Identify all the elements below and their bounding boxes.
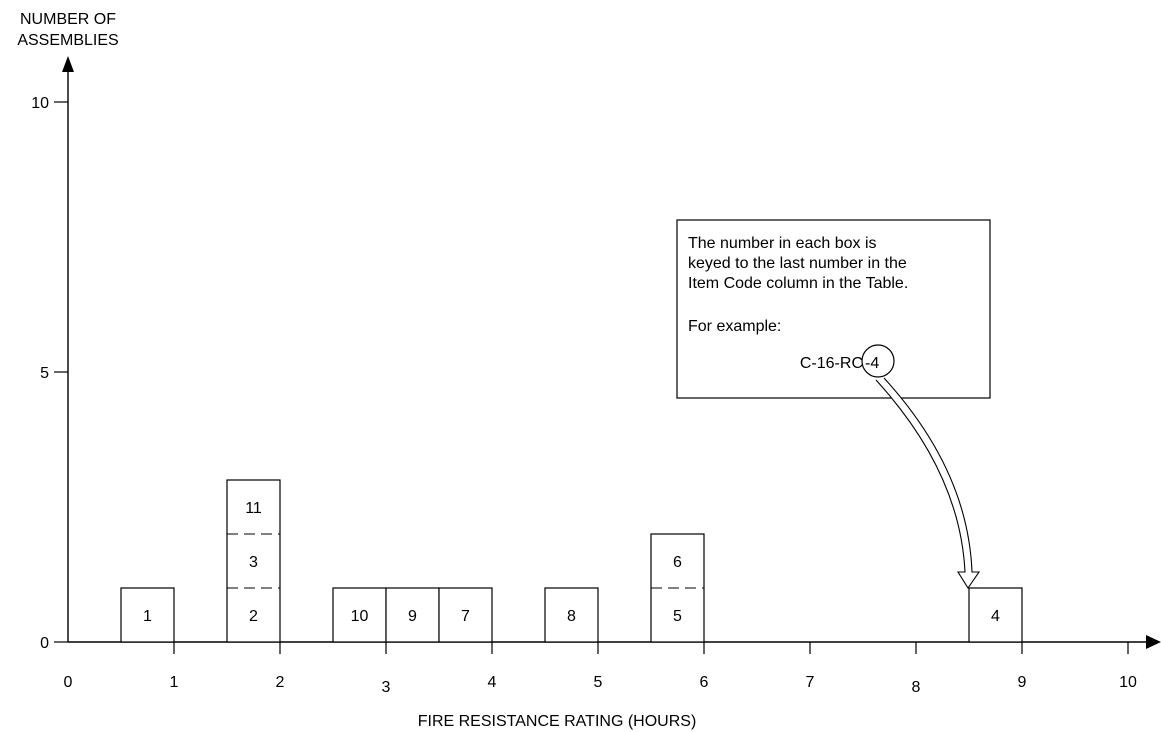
annotation-line-2: keyed to the last number in the xyxy=(688,255,907,272)
bar-item-label: 11 xyxy=(245,500,262,517)
annotation-line-1: The number in each box is xyxy=(688,235,877,252)
bar-item-label: 10 xyxy=(351,608,369,625)
x-axis-arrowhead xyxy=(1146,635,1161,649)
x-tick-label: 4 xyxy=(488,674,497,691)
annotation-line-3: Item Code column in the Table. xyxy=(688,275,908,292)
bar-stack xyxy=(120,587,175,643)
annotation-example-suffix: -4 xyxy=(865,355,879,372)
annotation-example-circle xyxy=(861,344,895,378)
y-axis-title-line-1: NUMBER OF xyxy=(20,11,116,28)
bar-stack xyxy=(226,479,281,643)
bar-stacks: 1 2 3 11 10 9 7 8 5 6 4 xyxy=(120,479,1023,643)
x-tick-label: 8 xyxy=(912,679,921,696)
bar-item-label: 6 xyxy=(673,554,682,571)
x-tick-label: 6 xyxy=(700,674,709,691)
x-ticks: 0 1 2 3 4 5 6 7 8 9 10 xyxy=(64,642,1137,696)
x-tick-label: 1 xyxy=(170,674,179,691)
annotation: The number in each box is keyed to the l… xyxy=(676,219,991,590)
x-tick-label: 7 xyxy=(806,674,815,691)
bar-item-label: 2 xyxy=(249,608,258,625)
bar-stack xyxy=(438,587,493,643)
x-tick-label: 2 xyxy=(276,674,285,691)
x-axis-title: FIRE RESISTANCE RATING (HOURS) xyxy=(418,713,697,730)
x-tick-label: 9 xyxy=(1018,674,1027,691)
annotation-example-prefix: C-16-RC xyxy=(800,355,863,372)
bar-item-label: 1 xyxy=(143,608,152,625)
x-tick-label: 5 xyxy=(594,674,603,691)
y-tick-label: 10 xyxy=(31,95,49,112)
x-tick-label: 3 xyxy=(382,679,391,696)
y-ticks: 0 5 10 xyxy=(31,95,68,652)
y-tick-label: 5 xyxy=(40,365,49,382)
bar-item-label: 4 xyxy=(991,608,1000,625)
bar-stack xyxy=(968,587,1023,643)
x-tick-label: 0 xyxy=(64,674,73,691)
annotation-line-5: For example: xyxy=(688,318,781,335)
bar-stack xyxy=(332,587,387,643)
bar-item-label: 7 xyxy=(461,608,470,625)
y-axis-arrowhead xyxy=(62,56,74,72)
bar-stack xyxy=(544,587,599,643)
y-axis-title-line-2: ASSEMBLIES xyxy=(17,32,118,49)
y-tick-label: 0 xyxy=(40,635,49,652)
annotation-box xyxy=(676,219,991,399)
bar-item-label: 9 xyxy=(408,608,417,625)
bar-item-label: 5 xyxy=(673,608,682,625)
annotation-arrow xyxy=(875,377,981,590)
x-tick-label: 10 xyxy=(1119,674,1137,691)
bar-item-label: 3 xyxy=(249,554,258,571)
bar-item-label: 8 xyxy=(567,608,576,625)
